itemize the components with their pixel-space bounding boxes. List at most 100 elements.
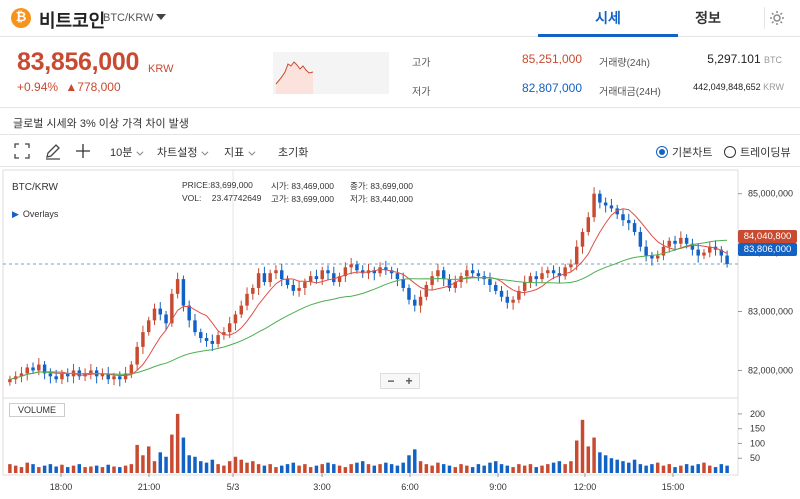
candle-body xyxy=(285,279,290,285)
candle-body xyxy=(476,273,481,277)
candle-body xyxy=(632,223,637,232)
candle-body xyxy=(690,243,695,250)
volume-bar xyxy=(667,464,672,473)
candle-body xyxy=(227,323,232,333)
candle-body xyxy=(621,214,625,221)
volume-bar xyxy=(725,465,729,473)
candle-body xyxy=(216,335,220,344)
zoom-out-button[interactable]: − xyxy=(387,374,395,388)
candle-body xyxy=(25,367,29,374)
ohlc-open: 시가: 83,469,000 xyxy=(271,180,334,192)
fullscreen-icon[interactable] xyxy=(13,142,31,160)
volume-bar xyxy=(42,465,47,473)
candle-body xyxy=(667,240,672,247)
volume-bar xyxy=(297,465,301,473)
candle-body xyxy=(280,270,284,280)
close-label: 종가: xyxy=(350,181,369,191)
volume-bar xyxy=(106,464,110,473)
volume-bar xyxy=(164,456,168,473)
volume-bar xyxy=(60,464,64,473)
draw-pencil-icon[interactable] xyxy=(44,142,62,160)
candle-body xyxy=(638,231,643,247)
candlestick-chart-svg[interactable]: 85,000,00084,000,00083,000,00082,000,000… xyxy=(0,168,800,499)
x-tick-label: 3:00 xyxy=(313,482,331,492)
candle-body xyxy=(37,364,41,371)
candle-body xyxy=(413,299,417,306)
volume-bar xyxy=(262,465,267,473)
volume-bar xyxy=(94,465,99,473)
volume-bar xyxy=(210,459,215,473)
candle-body xyxy=(603,202,608,206)
volume-bar xyxy=(303,464,307,473)
volume-bar xyxy=(158,452,163,473)
triangle-right-icon: ▶ xyxy=(12,209,19,219)
volume-bar xyxy=(118,467,122,473)
volume-bar xyxy=(574,440,579,473)
volume-bar xyxy=(447,465,452,473)
low-label: 저가 xyxy=(412,87,431,98)
volume-bar xyxy=(285,464,290,473)
candle-body xyxy=(164,314,168,324)
candle-body xyxy=(569,264,573,268)
crosshair-icon[interactable] xyxy=(74,142,92,160)
radio-selected-icon xyxy=(656,146,668,159)
tab-price[interactable]: 시세 xyxy=(538,0,678,37)
candle-body xyxy=(199,332,203,339)
y-tick-label: 85,000,000 xyxy=(748,189,793,199)
ma-short-line xyxy=(9,208,728,380)
volume-bar xyxy=(227,461,232,473)
chart-settings-menu[interactable]: 차트설정 xyxy=(157,144,209,160)
candle-body xyxy=(708,246,712,253)
candle-body xyxy=(436,270,440,277)
coin-select-chevron-down-icon[interactable] xyxy=(156,14,166,20)
candle-body xyxy=(673,240,677,244)
x-tick-label: 6:00 xyxy=(401,482,419,492)
candle-body xyxy=(19,373,24,377)
price-chart[interactable]: 85,000,00084,000,00083,000,00082,000,000… xyxy=(0,168,800,499)
volume-bar xyxy=(355,462,359,473)
volume-bar xyxy=(239,459,243,473)
volume-bar xyxy=(557,461,562,473)
candle-body xyxy=(644,246,648,256)
candle-body xyxy=(210,340,215,344)
low-label-chart: 저가: xyxy=(350,194,369,204)
reset-button[interactable]: 초기화 xyxy=(278,147,309,159)
volume-bar xyxy=(13,465,18,473)
volume-bar xyxy=(274,467,278,473)
candle-body xyxy=(389,270,394,274)
zoom-in-button[interactable]: + xyxy=(405,374,413,388)
volume-bar xyxy=(19,467,24,473)
volume-bar xyxy=(170,434,174,473)
overlays-toggle[interactable]: ▶ Overlays xyxy=(12,209,58,220)
candle-body xyxy=(31,367,35,371)
volume-bar xyxy=(586,446,591,473)
candle-body xyxy=(586,217,591,232)
volume-bar xyxy=(436,462,440,473)
volume-bar xyxy=(320,464,324,473)
volume-bar xyxy=(152,461,157,473)
indicators-menu[interactable]: 지표 xyxy=(224,144,256,160)
candle-body xyxy=(297,287,301,291)
volume-bar xyxy=(546,464,550,473)
volume-bar xyxy=(245,462,249,473)
gear-icon[interactable] xyxy=(764,7,786,29)
volume-bar xyxy=(54,466,58,473)
volume-bar xyxy=(424,464,429,473)
tradingview-radio[interactable]: 트레이딩뷰 xyxy=(724,144,791,160)
candle-body xyxy=(598,193,602,203)
x-tick-label: 9:00 xyxy=(489,482,507,492)
candle-body xyxy=(308,276,313,283)
tab-info[interactable]: 정보 xyxy=(695,10,721,26)
volume-24h-label: 거래량(24h) xyxy=(599,58,650,69)
basic-chart-radio[interactable]: 기본차트 xyxy=(656,144,712,160)
candle-body xyxy=(8,379,12,383)
app-header: ₿ 비트코인 BTC/KRW 시세 정보 xyxy=(0,0,800,37)
volume-bar xyxy=(488,462,492,473)
interval-select[interactable]: 10분 xyxy=(110,144,144,160)
candle-body xyxy=(337,276,342,283)
high-label-chart: 고가: xyxy=(271,194,290,204)
candle-body xyxy=(152,308,157,321)
candle-body xyxy=(702,252,706,256)
candle-body xyxy=(557,273,562,277)
volume-bar xyxy=(129,464,134,473)
